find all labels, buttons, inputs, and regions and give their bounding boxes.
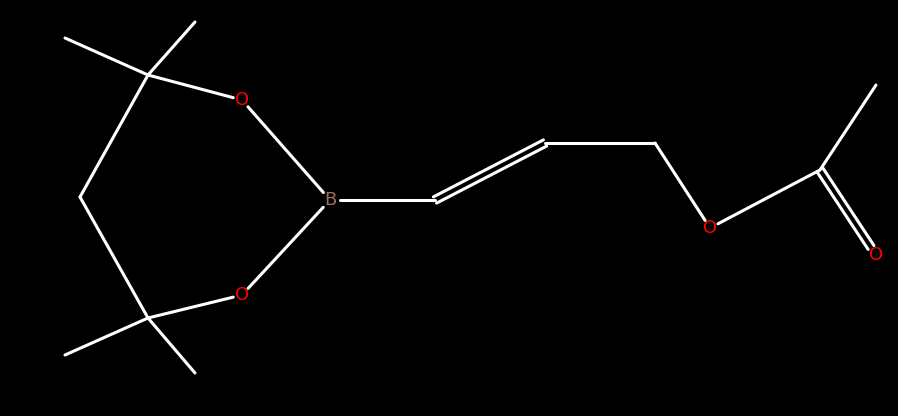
Text: O: O	[235, 91, 249, 109]
Text: O: O	[235, 286, 249, 304]
Text: O: O	[703, 219, 718, 237]
Text: B: B	[324, 191, 336, 209]
Text: O: O	[869, 246, 883, 264]
